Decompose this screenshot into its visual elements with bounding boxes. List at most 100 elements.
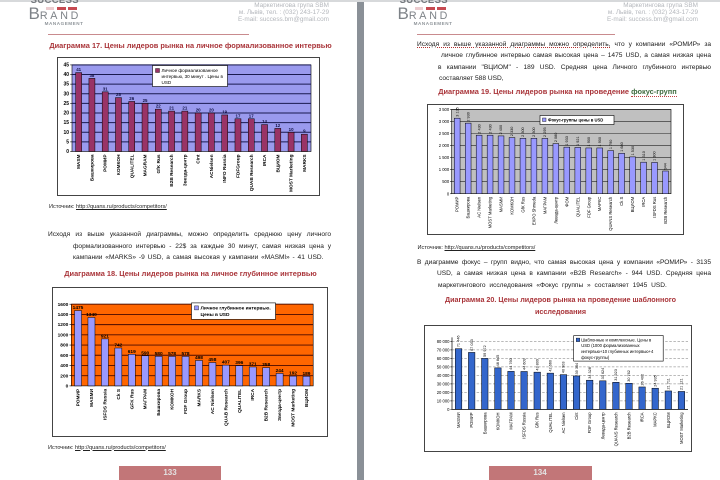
svg-text:2 330: 2 330 [510,127,514,137]
svg-text:80 000: 80 000 [437,339,450,344]
svg-text:ISFDS Rus: ISFDS Rus [652,197,657,218]
svg-text:9: 9 [303,128,306,133]
svg-text:14: 14 [262,119,267,124]
svg-text:Левада-центр: Левада-центр [600,412,605,440]
svg-text:35: 35 [63,81,69,87]
svg-text:МАSМИ: МАSМИ [456,412,461,428]
svg-text:QUAB Research: QUAB Research [223,389,229,426]
svg-text:ФОМ: ФОМ [564,196,569,206]
svg-text:ВЦИОМ: ВЦИОМ [275,154,281,172]
svg-text:Шаблонные и комплексные. Цены: Шаблонные и комплексные. Цены в [581,337,652,342]
svg-text:B2B Research: B2B Research [169,154,175,186]
svg-text:КОМКОН: КОМКОН [169,388,175,409]
svg-text:MOST Marketing: MOST Marketing [488,196,493,228]
svg-text:48 845: 48 845 [496,355,500,367]
svg-text:AC Nielsen: AC Nielsen [561,412,566,434]
svg-text:MARKS: MARKS [196,388,202,406]
svg-text:30: 30 [63,91,69,97]
svg-text:B2B Research: B2B Research [627,412,632,440]
svg-text:1200: 1200 [57,322,68,328]
svg-text:QUALITEL: QUALITEL [575,196,580,217]
svg-text:IRCA: IRCA [641,197,646,207]
svg-text:21 121: 21 121 [680,378,684,390]
svg-text:2 080: 2 080 [554,133,558,143]
svg-text:10: 10 [63,129,69,135]
svg-text:921: 921 [100,333,108,339]
svg-text:Звезда-центр: Звезда-центр [182,154,188,186]
svg-text:1475: 1475 [72,305,83,311]
svg-text:USD: USD [162,80,172,85]
svg-text:0: 0 [447,407,450,412]
svg-text:MOST Marketing: MOST Marketing [289,154,295,192]
svg-text:20: 20 [63,110,69,116]
svg-text:МАSМИ: МАSМИ [499,197,504,213]
svg-text:1 933: 1 933 [565,136,569,146]
svg-text:КОМКОН: КОМКОН [116,153,122,174]
svg-text:67 033: 67 033 [470,339,474,351]
svg-text:1 921: 1 921 [576,136,580,146]
svg-text:15: 15 [63,120,69,126]
svg-text:944: 944 [664,163,668,169]
svg-text:MARKS: MARKS [302,154,308,171]
svg-text:2 300: 2 300 [532,127,536,137]
svg-text:QUANS Research: QUANS Research [608,196,613,231]
svg-text:192: 192 [289,371,297,377]
svg-text:фокус-группы): фокус-группы) [581,355,610,360]
svg-text:Башкирова: Башкирова [466,196,471,218]
svg-text:Ck S: Ck S [619,197,624,206]
svg-text:MOST Marketing: MOST Marketing [679,412,684,444]
svg-text:AC Nielsen: AC Nielsen [209,389,215,414]
svg-text:2 430: 2 430 [488,124,492,134]
svg-text:1 680: 1 680 [620,142,624,152]
svg-text:QUAB Research: QUAB Research [249,154,255,191]
svg-text:21 711: 21 711 [667,378,671,389]
svg-text:371: 371 [248,361,256,367]
svg-text:Личное формализованное: Личное формализованное [162,68,219,73]
svg-text:71 446: 71 446 [457,336,461,348]
svg-text:1 300: 1 300 [653,151,657,161]
svg-text:1 310: 1 310 [642,151,646,161]
svg-text:22: 22 [156,103,161,108]
svg-text:INFO Russia: INFO Russia [222,154,228,183]
svg-text:40 903: 40 903 [562,362,566,374]
svg-text:407: 407 [221,360,229,366]
svg-text:10: 10 [289,126,294,131]
svg-text:40: 40 [63,72,69,78]
svg-text:21: 21 [169,105,174,110]
svg-text:498: 498 [194,355,202,361]
svg-text:200: 200 [60,373,68,379]
svg-text:ISFDS Russia: ISFDS Russia [102,389,108,421]
svg-text:Башкирова: Башкирова [89,154,95,181]
svg-text:25: 25 [63,100,69,106]
svg-text:USD (1000 формализованных: USD (1000 формализованных [581,343,640,348]
svg-text:Башкирова: Башкирова [482,412,487,434]
svg-text:КОМКОН: КОМКОН [495,412,500,430]
svg-text:FDF Group: FDF Group [586,196,591,218]
svg-text:Звезда-центр: Звезда-центр [277,389,283,421]
svg-text:800: 800 [60,343,68,349]
svg-text:IRCA: IRCA [262,153,268,165]
svg-text:Башкирова: Башкирова [156,389,162,416]
svg-text:500: 500 [442,179,450,184]
svg-text:44 760: 44 760 [509,358,513,370]
svg-text:GfK Rus: GfK Rus [535,412,540,428]
svg-text:FDFGroup: FDFGroup [235,154,241,178]
svg-text:30 762: 30 762 [627,370,631,382]
svg-text:QUALITEL: QUALITEL [129,154,135,178]
svg-text:ACNielsen: ACNielsen [209,154,215,178]
svg-text:IRCA: IRCA [250,388,256,400]
svg-text:20: 20 [196,107,201,112]
svg-text:EXPO Shmeda: EXPO Shmeda [531,196,536,225]
svg-text:IRCA: IRCA [640,412,645,422]
svg-text:1340: 1340 [86,312,97,318]
svg-text:1 900: 1 900 [587,137,591,147]
svg-text:400: 400 [60,363,68,369]
svg-text:QUANS Research: QUANS Research [613,412,618,447]
svg-text:30 000: 30 000 [437,381,450,386]
svg-text:ВЦИОМ: ВЦИОМ [666,412,671,428]
svg-text:70 000: 70 000 [437,347,450,352]
svg-text:28: 28 [116,92,121,97]
svg-text:1 790: 1 790 [609,140,613,150]
svg-text:МАРКС: МАРКС [653,412,658,427]
svg-text:742: 742 [114,343,122,349]
